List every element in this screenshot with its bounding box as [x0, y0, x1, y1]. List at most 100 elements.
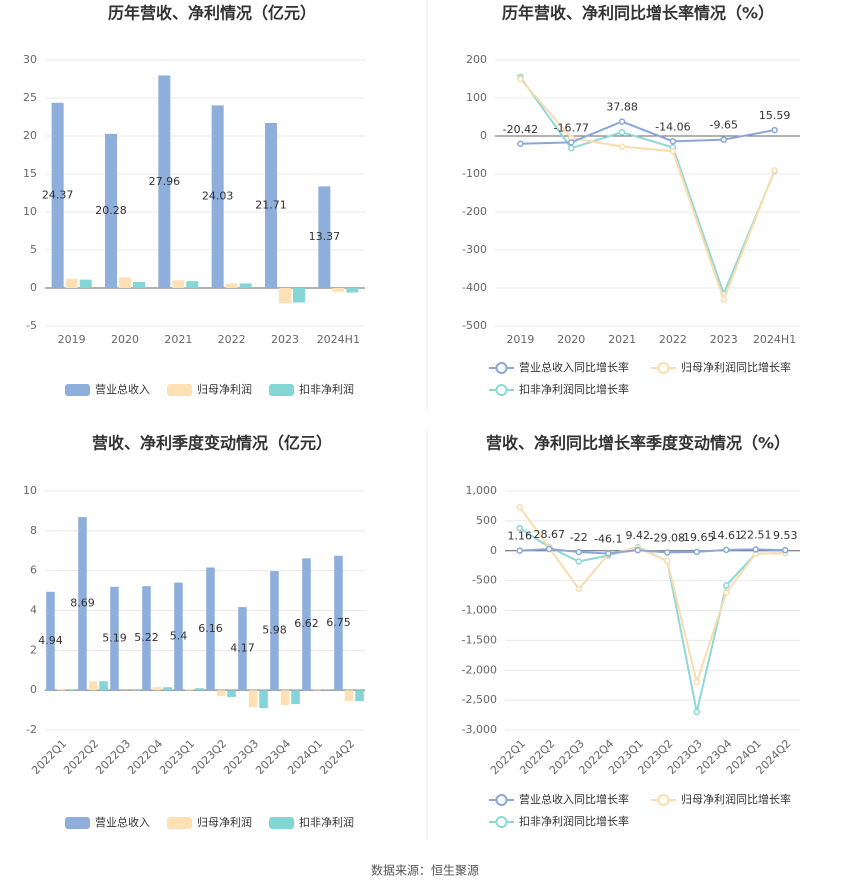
x-tick-label: 2024H1	[317, 333, 360, 346]
bar	[133, 281, 145, 288]
data-label: 6.16	[198, 622, 223, 635]
chart-title: 营收、净利同比增长率季度变动情况（%）	[486, 434, 790, 453]
legend-swatch	[657, 794, 670, 806]
x-tick-label: 2021	[608, 333, 636, 346]
bar	[56, 689, 66, 691]
legend-swatch	[495, 384, 508, 396]
chart-title: 历年营收、净利情况（亿元）	[108, 4, 316, 23]
data-label: 5.22	[134, 631, 159, 644]
bar	[119, 277, 131, 288]
y-tick-label: -2,500	[462, 693, 497, 706]
point	[605, 550, 612, 557]
legend-swatch	[269, 817, 294, 829]
legend-label: 归母净利润	[197, 382, 252, 396]
y-tick-label: 1,000	[466, 484, 498, 497]
y-tick-label: 2	[30, 643, 37, 656]
bar	[99, 681, 108, 691]
data-label: 5.98	[262, 624, 287, 637]
point	[618, 118, 626, 125]
bar	[225, 283, 238, 288]
bar	[248, 690, 258, 708]
point	[516, 503, 523, 511]
x-tick-label: 2021	[164, 333, 192, 346]
x-tick-label: 2020	[557, 333, 585, 346]
point	[568, 144, 575, 152]
legend-swatch	[495, 794, 508, 806]
y-tick-label: -500	[462, 319, 487, 332]
bar	[152, 687, 162, 691]
line	[519, 527, 786, 713]
data-label: 8.69	[70, 597, 95, 610]
bar	[332, 288, 345, 292]
bar	[46, 591, 55, 691]
bar	[65, 278, 78, 288]
y-tick-label: 10	[23, 484, 37, 497]
bar	[163, 687, 172, 691]
point	[720, 136, 727, 143]
data-label: -46.1	[594, 533, 622, 546]
line	[519, 78, 776, 303]
point	[723, 589, 730, 596]
legend-swatch	[65, 817, 90, 829]
legend-label: 扣非净利润同比增长率	[519, 382, 629, 396]
line	[519, 548, 786, 555]
y-tick-label: -1,000	[462, 604, 497, 617]
point	[634, 546, 641, 554]
y-tick-label: 0	[30, 281, 37, 294]
x-tick-label: 2019	[58, 333, 86, 346]
point	[693, 708, 700, 716]
data-label: 15.59	[759, 109, 791, 122]
data-label: 4.17	[230, 642, 255, 655]
y-tick-label: 100	[466, 91, 487, 104]
bar	[239, 283, 252, 288]
point	[618, 143, 626, 150]
bar	[195, 688, 204, 691]
y-tick-label: 20	[23, 129, 37, 142]
data-label: 37.88	[606, 101, 638, 114]
y-tick-label: -200	[462, 205, 487, 218]
bar	[186, 281, 199, 288]
legend-swatch	[495, 362, 508, 374]
y-tick-label: 30	[23, 53, 37, 66]
data-label: 1.16	[508, 530, 533, 543]
bar	[302, 558, 311, 691]
legend-swatch	[269, 384, 294, 396]
point	[575, 585, 582, 593]
chart-title: 营收、净利季度变动情况（亿元）	[92, 434, 332, 453]
legend-swatch	[167, 384, 192, 396]
data-label: 21.71	[255, 199, 287, 212]
y-tick-label: 0	[480, 129, 487, 142]
bar	[216, 690, 226, 697]
legend-swatch	[65, 384, 90, 396]
point	[693, 548, 700, 556]
data-label: -22	[570, 531, 588, 544]
legend-label: 营业总收入同比增长率	[519, 792, 629, 806]
bar	[78, 517, 87, 691]
point	[693, 678, 700, 686]
point	[516, 524, 523, 532]
point	[664, 557, 671, 565]
y-tick-label: 500	[476, 514, 497, 527]
legend-swatch	[495, 816, 508, 828]
data-label: 14.61	[711, 529, 743, 542]
point	[723, 582, 730, 589]
y-tick-label: -100	[462, 167, 487, 180]
point	[516, 547, 523, 554]
point	[723, 546, 730, 554]
data-label: -16.77	[554, 121, 589, 134]
legend-label: 归母净利润	[197, 815, 252, 829]
x-tick-label: 2024H1	[753, 333, 796, 346]
bar	[346, 288, 359, 293]
data-label: 9.42	[626, 529, 651, 542]
data-label: 20.28	[95, 204, 127, 217]
data-label: 13.37	[309, 230, 341, 243]
point	[546, 545, 553, 553]
legend-swatch	[167, 817, 192, 829]
bar	[174, 582, 183, 691]
bar	[291, 690, 300, 705]
bar	[172, 280, 185, 288]
bar	[88, 681, 98, 691]
point	[771, 126, 778, 134]
